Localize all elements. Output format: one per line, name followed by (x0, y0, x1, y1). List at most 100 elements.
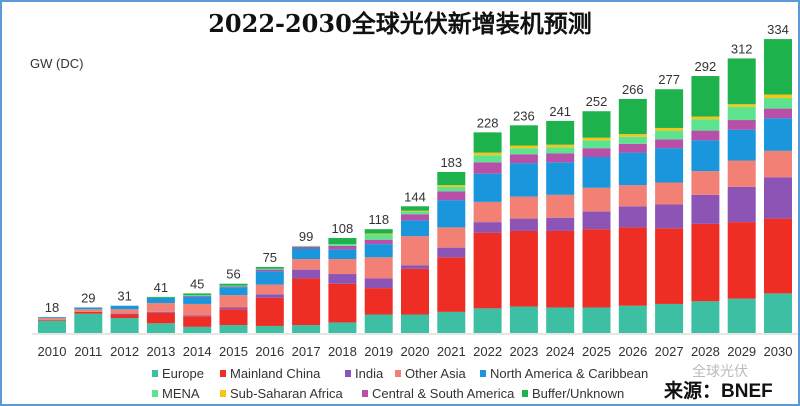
bar-segment-india-2023 (509, 218, 538, 231)
bar-segment-mainland-china-2021 (437, 257, 466, 312)
bar-segment-mainland-china-2016 (255, 297, 284, 326)
total-label-2016: 75 (263, 250, 277, 265)
bar-segment-mainland-china-2027 (655, 228, 684, 304)
bar-segment-north-america-caribbean-2029 (727, 129, 756, 161)
bar-segment-north-america-caribbean-2016 (255, 271, 284, 285)
bar-segment-north-america-caribbean-2012 (110, 305, 139, 310)
bar-segment-north-america-caribbean-2023 (509, 163, 538, 197)
bar-segment-buffer-unknown-2022 (473, 132, 502, 153)
x-tick-label-2026: 2026 (618, 344, 647, 359)
bar-segment-europe-2029 (727, 298, 756, 333)
x-tick-label-2022: 2022 (473, 344, 502, 359)
bar-segment-north-america-caribbean-2024 (546, 162, 575, 195)
x-tick-label-2013: 2013 (146, 344, 175, 359)
bar-segment-north-america-caribbean-2015 (219, 287, 248, 296)
bar-segment-india-2017 (292, 269, 321, 279)
bar-segment-europe-2025 (582, 307, 611, 333)
total-label-2028: 292 (695, 59, 717, 74)
bar-segment-europe-2013 (146, 323, 175, 333)
legend-item-central-south-america: Central & South America (362, 386, 514, 401)
x-tick-label-2030: 2030 (764, 344, 793, 359)
total-label-2014: 45 (190, 276, 204, 291)
legend-label: Buffer/Unknown (532, 386, 625, 401)
total-label-2023: 236 (513, 108, 535, 123)
bar-segment-europe-2017 (292, 325, 321, 333)
x-tick-label-2016: 2016 (255, 344, 284, 359)
bar-segment-mena-2023 (509, 148, 538, 155)
legend-swatch (522, 390, 528, 397)
legend-label: Sub-Saharan Africa (230, 386, 343, 401)
x-tick-label-2015: 2015 (219, 344, 248, 359)
bar-segment-mena-2025 (582, 140, 611, 149)
bar-segment-other-asia-2028 (691, 171, 720, 195)
bar-segment-north-america-caribbean-2022 (473, 173, 502, 202)
legend-swatch (220, 370, 226, 377)
x-tick-label-2019: 2019 (364, 344, 393, 359)
x-tick-label-2029: 2029 (727, 344, 756, 359)
bar-segment-north-america-caribbean-2014 (183, 296, 212, 304)
bar-segment-buffer-unknown-2025 (582, 111, 611, 138)
bar-segment-mainland-china-2017 (292, 278, 321, 326)
bar-segment-buffer-unknown-2021 (437, 171, 466, 186)
bar-segment-india-2014 (183, 315, 212, 317)
bar-segment-north-america-caribbean-2021 (437, 200, 466, 228)
bar-segment-buffer-unknown-2030 (764, 39, 792, 95)
bar-segment-central-south-america-2016 (255, 269, 284, 272)
bar-segment-mena-2030 (764, 98, 792, 109)
bar-segment-mena-2014 (183, 295, 212, 297)
bar-segment-north-america-caribbean-2019 (364, 244, 393, 258)
bar-segment-sub-saharan-africa-2020 (401, 210, 429, 212)
total-label-2021: 183 (440, 155, 462, 170)
bar-segment-other-asia-2016 (255, 284, 284, 295)
bar-segment-central-south-america-2026 (618, 143, 647, 153)
bar-segment-sub-saharan-africa-2030 (764, 94, 792, 99)
bar-segment-north-america-caribbean-2028 (691, 140, 720, 172)
total-label-2019: 118 (368, 212, 389, 227)
bar-segment-mainland-china-2010 (38, 319, 66, 321)
bar-segment-other-asia-2023 (509, 196, 538, 219)
bar-segment-central-south-america-2029 (727, 120, 756, 130)
y-axis-label: GW (DC) (30, 56, 84, 71)
bar-segment-europe-2015 (219, 325, 248, 333)
total-label-2026: 266 (622, 82, 644, 97)
bar-segment-mena-2021 (437, 186, 466, 192)
bar-segment-buffer-unknown-2014 (183, 293, 212, 296)
total-label-2022: 228 (477, 115, 499, 130)
bar-segment-other-asia-2029 (727, 160, 756, 187)
bar-segment-india-2020 (401, 265, 429, 269)
total-label-2017: 99 (299, 229, 313, 244)
bar-segment-sub-saharan-africa-2024 (546, 144, 575, 148)
bar-segment-mainland-china-2019 (364, 288, 393, 315)
bar-segment-europe-2019 (364, 314, 393, 333)
bar-segment-north-america-caribbean-2010 (38, 317, 66, 319)
bar-segment-europe-2010 (38, 320, 66, 333)
bar-segment-mainland-china-2012 (110, 314, 139, 319)
bar-segment-india-2022 (473, 222, 502, 233)
bar-segment-mainland-china-2011 (74, 311, 103, 314)
bar-segment-other-asia-2021 (437, 227, 466, 248)
bar-segment-mena-2024 (546, 147, 575, 154)
legend-label: India (355, 366, 384, 381)
bar-segment-mainland-china-2014 (183, 316, 212, 327)
bar-segment-buffer-unknown-2026 (618, 98, 647, 135)
bar-segment-mainland-china-2026 (618, 227, 647, 306)
x-tick-label-2018: 2018 (328, 344, 357, 359)
bar-segment-north-america-caribbean-2027 (655, 148, 684, 183)
x-tick-label-2024: 2024 (546, 344, 575, 359)
bar-segment-north-america-caribbean-2025 (582, 157, 611, 188)
bar-segment-mena-2029 (727, 106, 756, 121)
x-tick-label-2028: 2028 (691, 344, 720, 359)
chart-title: 2022-2030全球光伏新增装机预测 (208, 9, 592, 38)
bar-segment-north-america-caribbean-2011 (74, 307, 103, 310)
bar-segment-buffer-unknown-2013 (146, 296, 175, 298)
bar-segment-central-south-america-2028 (691, 130, 720, 141)
bar-segment-buffer-unknown-2027 (655, 89, 684, 128)
bar-segment-sub-saharan-africa-2023 (509, 145, 538, 149)
legend-label: MENA (162, 386, 200, 401)
bar-segment-mena-2017 (292, 245, 321, 247)
bar-segment-central-south-america-2027 (655, 139, 684, 149)
bar-segment-central-south-america-2019 (364, 239, 393, 245)
legend-label: Europe (162, 366, 204, 381)
bar-segment-india-2012 (110, 313, 139, 315)
